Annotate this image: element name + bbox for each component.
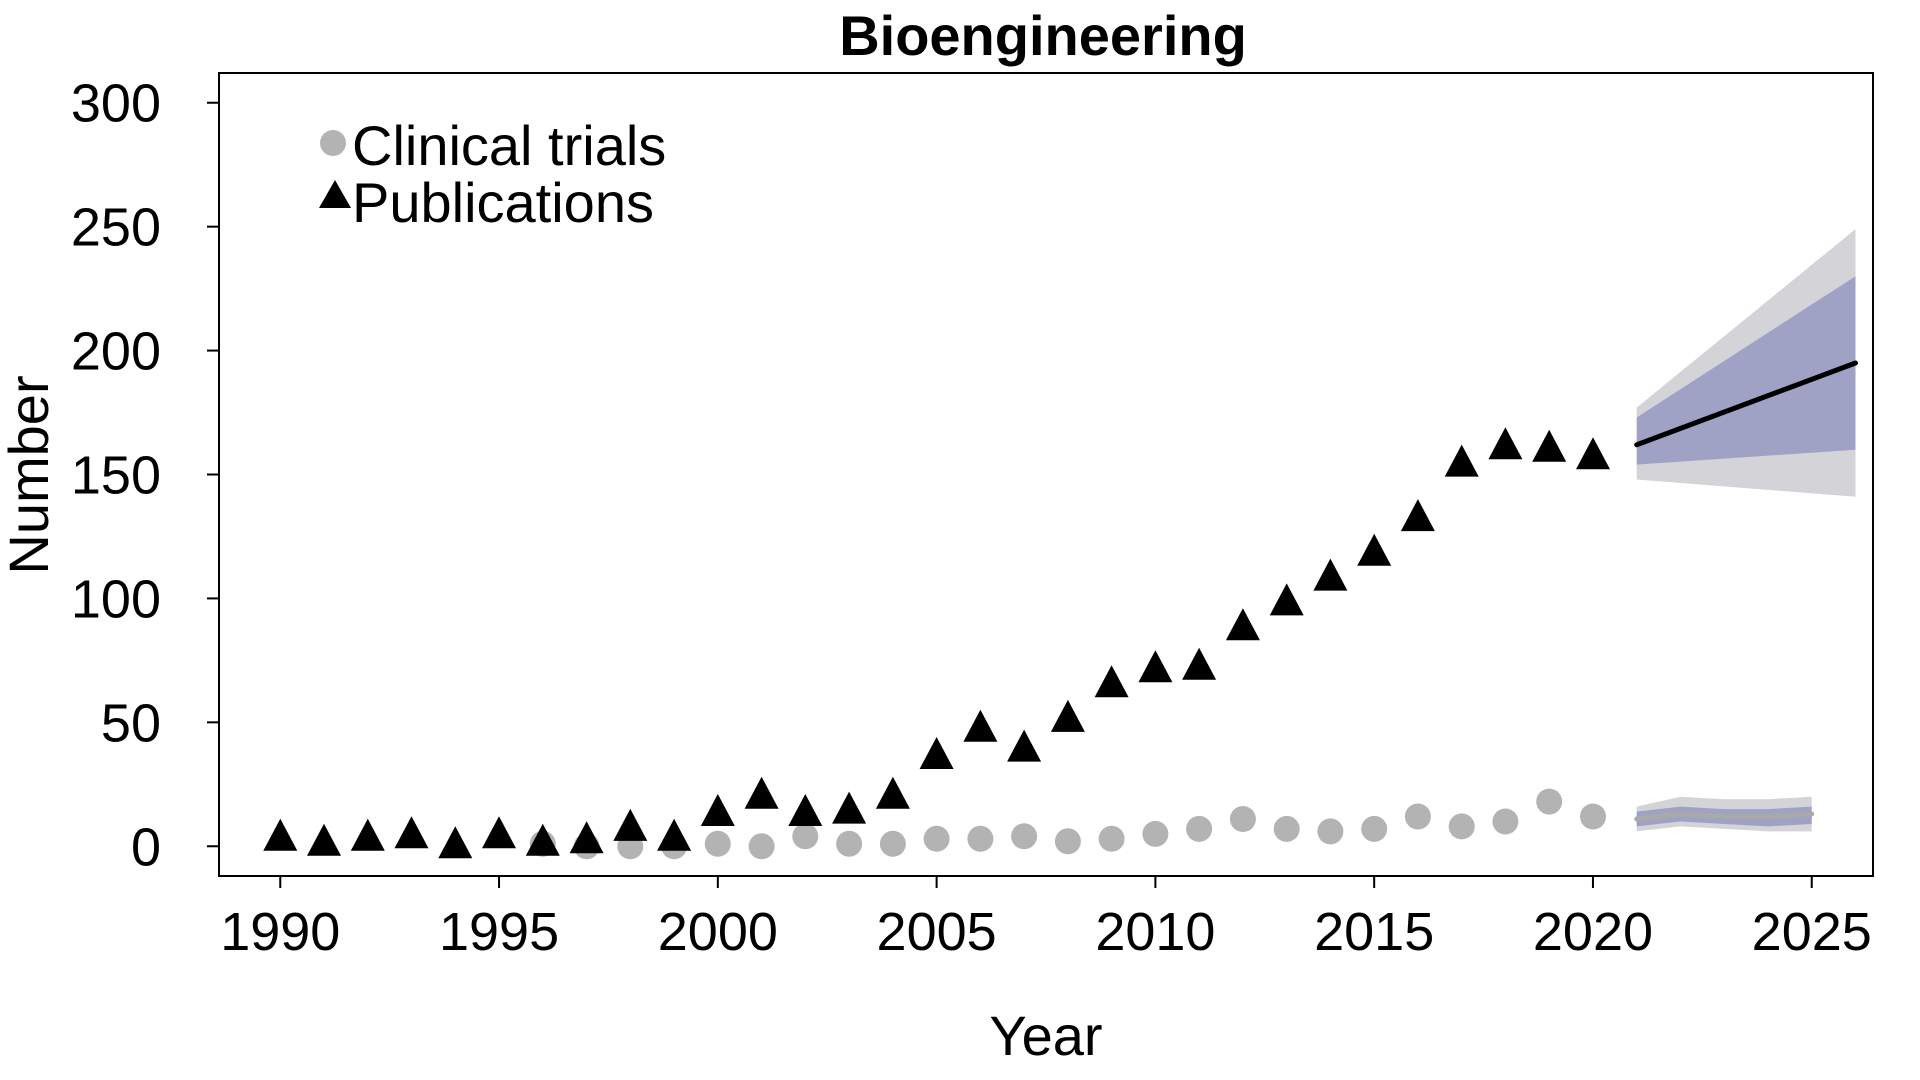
- publications-point-2003: [832, 791, 867, 824]
- legend-label-clinical-trials: Clinical trials: [352, 114, 666, 177]
- axes-layer: 1990 1995 2000 2005 2010 2015 2020 2025 0 50 100 15…: [71, 74, 1872, 962]
- publications-point-1998: [613, 808, 648, 841]
- publications-point-1991: [307, 823, 341, 856]
- publications-point-1994: [438, 826, 473, 859]
- clinical-trials-point-2014: [1317, 818, 1344, 845]
- x-tick-label-2025: 2025: [1752, 902, 1872, 962]
- publications-point-1997: [569, 821, 604, 854]
- clinical-trials-point-2008: [1054, 828, 1081, 855]
- publications-point-1996: [525, 823, 560, 856]
- forecast-layer: [1634, 229, 1858, 832]
- publications-point-2008: [1050, 699, 1085, 732]
- publications-point-2000: [700, 794, 735, 826]
- publications-point-1990: [263, 818, 298, 851]
- x-tick-label-2005: 2005: [877, 902, 997, 962]
- clinical-trials-point-2017: [1448, 813, 1475, 840]
- publications-point-2011: [1182, 647, 1217, 680]
- clinical-trials-point-2012: [1229, 806, 1256, 832]
- clinical-trials-point-2015: [1361, 815, 1388, 842]
- clinical-trials-point-2005: [923, 825, 950, 852]
- publications-point-2018: [1488, 427, 1523, 460]
- y-tick-label-100: 100: [71, 569, 161, 629]
- clinical-trials-point-2016: [1404, 803, 1431, 830]
- publications-point-2010: [1138, 650, 1173, 683]
- y-tick-label-250: 250: [71, 198, 161, 258]
- publications-point-2013: [1269, 583, 1304, 616]
- clinical-trials-point-2007: [1011, 823, 1038, 850]
- clinical-trials-point-2020: [1580, 803, 1606, 830]
- y-tick-label-50: 50: [101, 693, 161, 753]
- publications-point-2015: [1357, 533, 1392, 566]
- x-axis-label: Year: [989, 1004, 1102, 1067]
- publications-point-1992: [350, 818, 385, 851]
- clinical-trials-point-2004: [879, 830, 906, 857]
- publications-point-2014: [1313, 558, 1348, 591]
- publications-forecast-line: [1634, 360, 1858, 448]
- publications-point-2006: [963, 709, 998, 742]
- x-tick-label-2000: 2000: [658, 902, 778, 962]
- publications-point-1999: [657, 818, 692, 851]
- legend-marker-clinical-trials: [320, 130, 346, 156]
- publications-point-2007: [1007, 729, 1042, 762]
- publications-point-2001: [744, 776, 779, 809]
- legend-label-publications: Publications: [352, 171, 654, 234]
- publications-point-2016: [1400, 499, 1435, 532]
- clinical-trials-point-2002: [792, 823, 819, 850]
- x-tick-label-1995: 1995: [439, 902, 559, 962]
- y-tick-label-300: 300: [71, 74, 161, 134]
- x-tick-label-2010: 2010: [1095, 902, 1215, 962]
- publications-point-2002: [788, 794, 823, 826]
- clinical-trials-point-2019: [1536, 788, 1563, 815]
- chart-title: Bioengineering: [839, 4, 1247, 67]
- legend: Clinical trials Publications: [319, 114, 666, 234]
- x-tick-label-1990: 1990: [220, 902, 340, 962]
- publications-point-2020: [1576, 437, 1610, 470]
- clinical-trials-point-2018: [1492, 808, 1519, 835]
- marks-layer: [263, 427, 1610, 860]
- y-tick-label-150: 150: [71, 446, 161, 506]
- x-tick-label-2020: 2020: [1533, 902, 1653, 962]
- clinical-trials-point-2009: [1098, 825, 1125, 852]
- legend-marker-publications: [319, 180, 351, 208]
- publications-point-1995: [482, 816, 516, 849]
- clinical-trials-point-2010: [1142, 820, 1169, 847]
- publications-point-2012: [1225, 608, 1260, 641]
- publications-forecast-inner-band: [1636, 276, 1856, 465]
- y-axis-label: Number: [0, 375, 60, 574]
- clinical-trials-point-2000: [704, 830, 731, 857]
- clinical-trials-point-2003: [836, 830, 863, 857]
- y-tick-label-0: 0: [131, 817, 161, 877]
- clinical-trials-point-2011: [1186, 815, 1213, 842]
- publications-point-2019: [1532, 429, 1567, 462]
- publications-point-2017: [1444, 444, 1479, 477]
- clinical-trials-point-2001: [748, 833, 775, 860]
- clinical-trials-point-2013: [1273, 815, 1300, 842]
- publications-point-2004: [875, 776, 910, 809]
- clinical-trials-point-2006: [967, 825, 994, 852]
- y-tick-label-200: 200: [71, 322, 161, 382]
- clinical-trials-forecast-line: [1634, 811, 1815, 822]
- x-tick-label-2015: 2015: [1314, 902, 1434, 962]
- publications-point-2009: [1094, 665, 1129, 698]
- publications-point-1993: [394, 816, 429, 849]
- publications-point-2005: [919, 737, 954, 769]
